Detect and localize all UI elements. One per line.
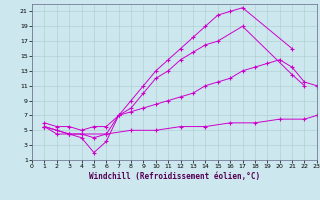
X-axis label: Windchill (Refroidissement éolien,°C): Windchill (Refroidissement éolien,°C) xyxy=(89,172,260,181)
